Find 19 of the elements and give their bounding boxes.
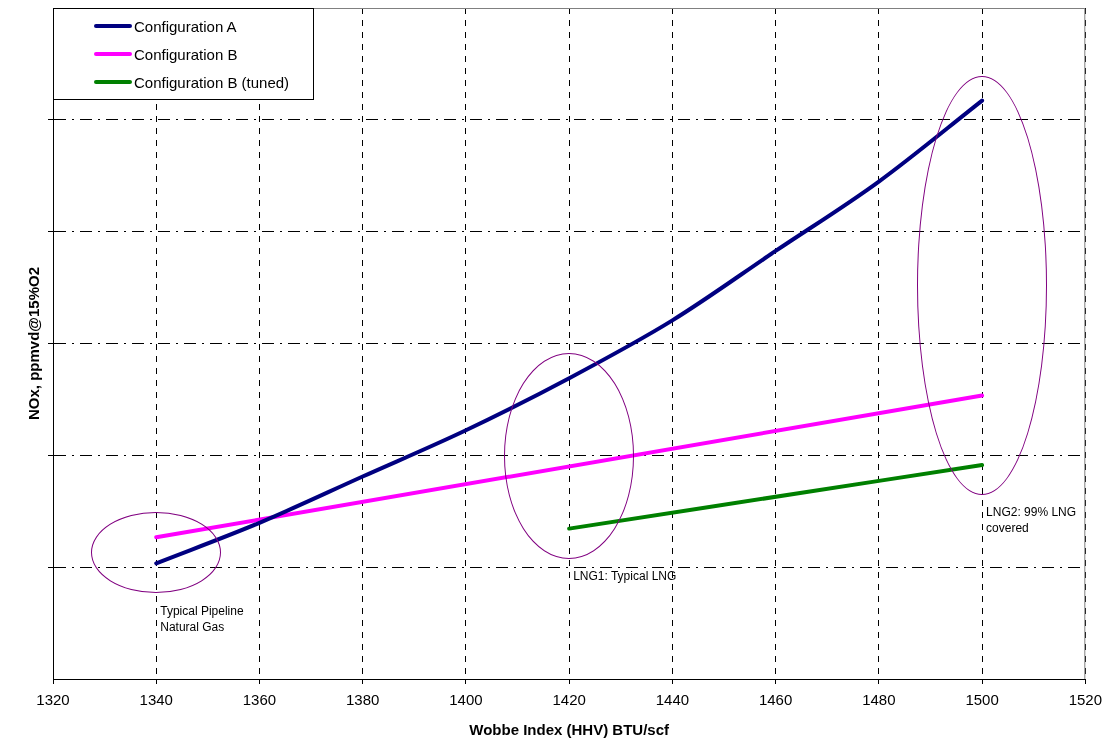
x-tick-label: 1320 <box>36 691 70 709</box>
x-tick-label: 1500 <box>965 691 999 709</box>
x-tick-label: 1520 <box>1068 691 1102 709</box>
x-tick-label: 1400 <box>449 691 483 709</box>
legend-label: Configuration B (tuned) <box>134 73 290 91</box>
x-tick-label: 1420 <box>552 691 586 709</box>
annotation: LNG1: Typical LNG <box>573 568 677 583</box>
annotation: LNG2: 99% LNG covered <box>986 505 1077 536</box>
legend-label: Configuration A <box>134 17 237 35</box>
annotation: Typical Pipeline Natural Gas <box>160 603 244 634</box>
legend-label: Configuration B <box>134 45 238 63</box>
x-tick-label: 1460 <box>758 691 793 709</box>
x-tick-label: 1440 <box>655 691 690 709</box>
y-axis-title: NOx, ppmvd@15%O2 <box>25 266 43 421</box>
x-tick-label: 1380 <box>346 691 380 709</box>
x-tick-label: 1340 <box>139 691 173 709</box>
x-tick-label: 1480 <box>862 691 896 709</box>
x-tick-label: 1360 <box>242 691 277 709</box>
x-axis-title: Wobbe Index (HHV) BTU/scf <box>469 721 671 739</box>
